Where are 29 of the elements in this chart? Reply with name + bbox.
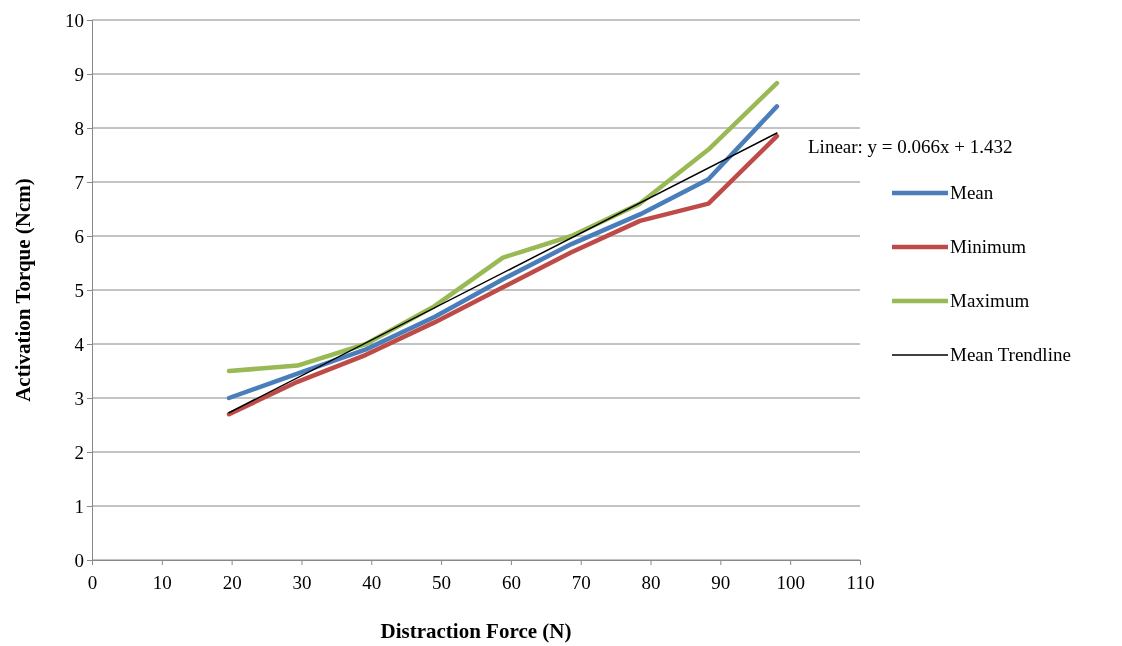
x-tick-label: 10 — [152, 571, 172, 593]
y-axis-title: Activation Torque (Ncm) — [11, 178, 35, 402]
x-tick-label: 50 — [432, 571, 452, 593]
x-tick-label: 40 — [362, 571, 382, 593]
x-tick-label: 30 — [292, 571, 312, 593]
annotation: Linear: y = 0.066x + 1.432 — [808, 136, 1013, 157]
x-tick-label: 90 — [711, 571, 731, 593]
x-tick-label: 20 — [222, 571, 242, 593]
legend-label: Mean — [950, 182, 994, 203]
y-tick-label: 0 — [74, 549, 84, 571]
y-tick-label: 8 — [74, 117, 84, 139]
y-tick-label: 3 — [74, 387, 84, 409]
y-tick-label: 2 — [74, 441, 84, 463]
x-axis-title: Distraction Force (N) — [380, 619, 572, 643]
legend-label: Mean Trendline — [950, 344, 1071, 365]
x-tick-label: 110 — [846, 571, 875, 593]
y-tick-label: 1 — [74, 495, 84, 517]
x-tick-label: 60 — [501, 571, 521, 593]
y-tick-label: 6 — [74, 225, 84, 247]
y-tick-label: 5 — [74, 279, 84, 301]
y-tick-label: 4 — [74, 333, 85, 355]
y-tick-label: 10 — [65, 9, 84, 31]
x-tick-label: 80 — [641, 571, 661, 593]
legend-label: Minimum — [950, 236, 1027, 257]
x-tick-label: 100 — [776, 571, 805, 593]
y-tick-label: 9 — [74, 63, 84, 85]
legend-label: Maximum — [950, 290, 1030, 311]
x-tick-label: 70 — [571, 571, 591, 593]
y-tick-label: 7 — [74, 171, 84, 193]
